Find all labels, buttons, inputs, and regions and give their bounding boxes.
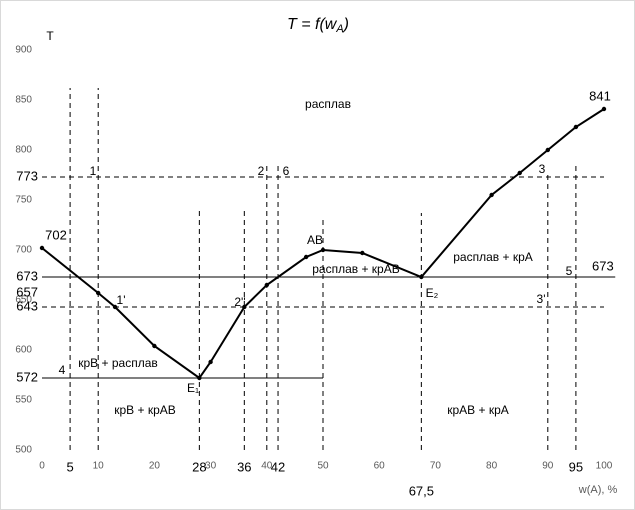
x-tick-label: 50 — [317, 461, 329, 472]
point-label: 6 — [283, 164, 290, 178]
y-tick-label: 750 — [15, 195, 32, 206]
marked-x-label: 95 — [569, 459, 583, 474]
y-tick-label: 900 — [15, 45, 32, 56]
point — [573, 124, 579, 130]
point-label: E₁ — [187, 381, 199, 395]
point-label: AB — [307, 233, 323, 247]
point — [545, 147, 550, 153]
x-tick-label: 40 — [261, 461, 273, 472]
point — [39, 245, 45, 251]
marked-x-label: 5 — [66, 459, 73, 474]
point — [197, 375, 202, 381]
point-label: 2 — [258, 164, 265, 178]
y-axis-label: T — [46, 29, 54, 43]
marked-y-label: 572 — [16, 369, 38, 384]
region-label: расплав + крАВ — [312, 262, 400, 276]
x-tick-label: 70 — [430, 461, 442, 472]
point-label: 5 — [566, 264, 573, 278]
x-tick-label: 80 — [486, 461, 498, 472]
point — [112, 304, 118, 310]
x-tick-label: 100 — [596, 461, 613, 472]
point — [601, 106, 607, 112]
marked-y-label: 773 — [16, 168, 38, 183]
value-label: 841 — [589, 88, 611, 103]
x-tick-label: 0 — [39, 461, 45, 472]
point-label: 1' — [117, 293, 126, 307]
value-label: 702 — [45, 227, 67, 242]
x-tick-label: 10 — [93, 461, 105, 472]
region-label: крАВ + крА — [447, 403, 509, 417]
marked-y-label: 657 — [16, 284, 38, 299]
point — [517, 170, 522, 176]
point — [96, 290, 101, 296]
x-tick-label: 90 — [542, 461, 554, 472]
y-tick-label: 700 — [15, 245, 32, 256]
point — [208, 359, 213, 365]
right-label: 673 — [592, 258, 614, 273]
y-tick-label: 650 — [15, 295, 32, 306]
point-label: 3 — [539, 162, 546, 176]
region-label: крВ + крАВ — [114, 403, 176, 417]
marked-x-label: 67,5 — [409, 483, 434, 498]
region-label: расплав — [305, 97, 351, 111]
chart-title: T = f(wA) — [287, 16, 349, 35]
point — [320, 247, 326, 253]
marked-x-label: 36 — [237, 459, 251, 474]
region-label: расплав + крА — [453, 250, 533, 264]
point-label: E₂ — [426, 286, 439, 300]
point — [419, 274, 424, 280]
point-label: 4 — [59, 363, 66, 377]
y-tick-label: 550 — [15, 395, 32, 406]
marked-y-label: 673 — [16, 268, 38, 283]
point-label: 2'' — [234, 295, 245, 309]
point — [242, 304, 247, 310]
point — [303, 254, 309, 260]
point — [152, 343, 157, 349]
marked-y-label: 643 — [16, 298, 38, 313]
x-axis-label: w(A), % — [578, 484, 618, 496]
point-label: 1 — [90, 164, 97, 178]
y-tick-label: 850 — [15, 95, 32, 106]
region-label: крВ + расплав — [78, 356, 158, 370]
y-tick-label: 800 — [15, 145, 32, 156]
y-tick-label: 500 — [15, 445, 32, 456]
point — [264, 282, 269, 288]
marked-x-label: 28 — [192, 459, 206, 474]
x-tick-label: 60 — [374, 461, 386, 472]
point-label: 3' — [537, 292, 546, 306]
y-tick-label: 600 — [15, 345, 32, 356]
x-tick-label: 20 — [149, 461, 161, 472]
point — [489, 192, 494, 198]
point — [360, 250, 365, 256]
x-tick-label: 30 — [205, 461, 217, 472]
marked-x-label: 42 — [271, 459, 285, 474]
